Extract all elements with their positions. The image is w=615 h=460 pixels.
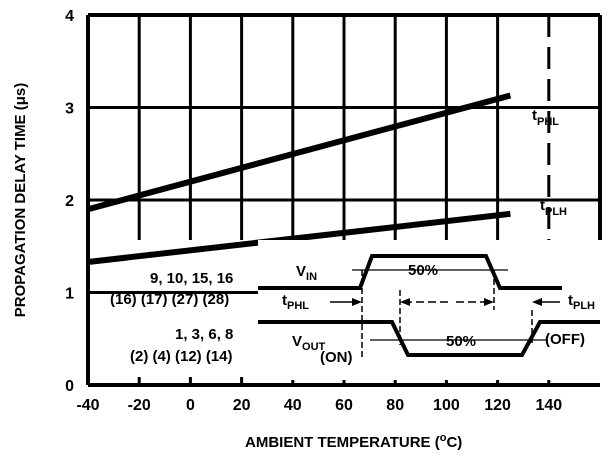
x-tick-label: -20 — [128, 397, 151, 414]
pins-in-line1: 9, 10, 15, 16 — [150, 270, 233, 287]
vin-label: VIN — [296, 263, 317, 283]
series-line-tPHL — [87, 92, 512, 213]
x-tick-label: 80 — [386, 397, 404, 414]
x-tick-label: -40 — [76, 397, 99, 414]
on-label: (ON) — [320, 349, 353, 366]
y-tick-label: 4 — [65, 8, 74, 25]
vout-waveform — [258, 320, 600, 357]
x-axis-title: AMBIENT TEMPERATURE (oC) — [245, 432, 462, 451]
axes — [86, 13, 602, 387]
x-tick-label: 60 — [335, 397, 353, 414]
tphl-series-label: tPHL — [532, 107, 559, 128]
pins-in-line2: (16) (17) (27) (28) — [110, 291, 229, 308]
x-tick-label: 120 — [484, 397, 511, 414]
y-tick-label: 0 — [65, 378, 74, 395]
tphl-inset-label: tPHL — [282, 292, 309, 312]
y-tick-labels: 0 1 2 3 4 — [65, 8, 74, 395]
off-label: (OFF) — [545, 331, 585, 348]
y-tick-label: 1 — [65, 286, 74, 303]
vin-waveform — [258, 254, 562, 290]
series-line-tPLH — [87, 210, 511, 265]
vout-label: VOUT — [292, 333, 326, 353]
x-tick-label: 40 — [284, 397, 302, 414]
tplh-series-label: tPLH — [540, 197, 567, 218]
tplh-inset-label: tPLH — [568, 292, 595, 312]
x-tick-label: 140 — [535, 397, 562, 414]
pct-out-label: 50% — [446, 333, 476, 350]
x-tick-labels: -40 -20 0 20 40 60 80 100 120 140 — [76, 397, 562, 414]
timing-inset: 9, 10, 15, 16 (16) (17) (27) (28) 1, 3, … — [110, 240, 603, 380]
pins-out-line1: 1, 3, 6, 8 — [175, 326, 233, 343]
y-tick-label: 2 — [65, 193, 74, 210]
pct-in-label: 50% — [408, 262, 438, 279]
x-tick-label: 0 — [186, 397, 195, 414]
series-lines — [87, 92, 512, 265]
x-tick-label: 100 — [433, 397, 460, 414]
y-axis-title: PROPAGATION DELAY TIME (μs) — [12, 83, 29, 317]
pins-out-line2: (2) (4) (12) (14) — [130, 348, 233, 365]
x-tick-label: 20 — [233, 397, 251, 414]
y-tick-label: 3 — [65, 101, 74, 118]
